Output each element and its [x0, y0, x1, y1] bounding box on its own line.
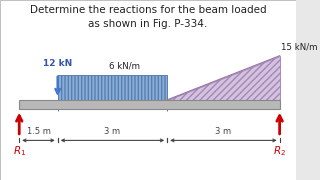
Text: 3 m: 3 m	[104, 127, 121, 136]
Text: 1.5 m: 1.5 m	[27, 127, 51, 136]
Text: Determine the reactions for the beam loaded: Determine the reactions for the beam loa…	[30, 4, 266, 15]
Text: $R_2$: $R_2$	[273, 144, 286, 158]
Polygon shape	[167, 56, 280, 100]
Bar	[19, 100, 280, 109]
Text: 6 kN/m: 6 kN/m	[109, 61, 140, 70]
Bar	[58, 75, 167, 100]
Text: $R_1$: $R_1$	[12, 144, 26, 158]
Text: 12 kN: 12 kN	[43, 58, 72, 68]
Text: 15 kN/m: 15 kN/m	[281, 42, 318, 51]
Text: as shown in Fig. P-334.: as shown in Fig. P-334.	[88, 19, 208, 29]
FancyBboxPatch shape	[0, 0, 296, 180]
Text: 3 m: 3 m	[215, 127, 231, 136]
